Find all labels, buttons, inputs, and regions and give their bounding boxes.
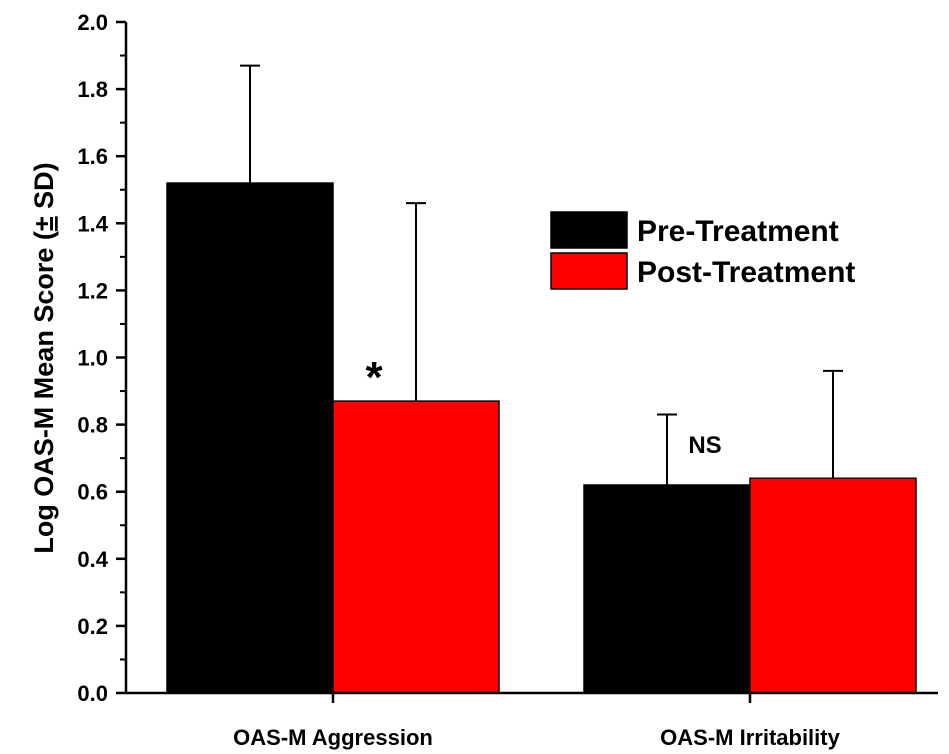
y-tick-label: 1.2	[77, 278, 108, 303]
y-tick-label: 0.4	[77, 547, 108, 572]
annotation-significance-aggression: *	[365, 353, 383, 402]
y-tick-label: 0.0	[77, 681, 108, 706]
error-bars-layer	[240, 64, 843, 485]
x-ticks-layer: OAS-M Aggression OAS-M Irritability	[233, 693, 841, 750]
annotation-ns-irritability: NS	[688, 432, 721, 459]
bar-post-treatment-0	[332, 400, 500, 694]
y-axis-label-end: SD)	[29, 162, 59, 216]
x-category-label: OAS-M Irritability	[660, 725, 840, 750]
y-axis-label-main: Log OAS-M Mean Score (	[29, 231, 59, 554]
y-tick-label: 1.0	[77, 346, 108, 371]
bars-layer	[166, 182, 917, 694]
y-tick-label: 0.2	[77, 614, 108, 639]
y-tick-label: 2.0	[77, 10, 108, 35]
y-tick-label: 1.6	[77, 144, 108, 169]
bar-pre-treatment-0	[166, 182, 334, 694]
x-category-label: OAS-M Aggression	[233, 725, 433, 750]
legend-label-post-treatment: Post-Treatment	[637, 256, 855, 289]
bar-post-treatment-1	[749, 477, 917, 694]
legend-label-pre-treatment: Pre-Treatment	[637, 215, 839, 248]
y-tick-label: 1.4	[77, 211, 108, 236]
y-tick-label: 1.8	[77, 77, 108, 102]
legend-swatch-post-treatment	[550, 252, 628, 290]
legend-swatch-pre-treatment	[550, 211, 628, 249]
y-tick-label: 0.6	[77, 480, 108, 505]
y-axis-label: Log OAS-M Mean Score (± SD)	[29, 162, 59, 553]
y-tick-label: 0.8	[77, 413, 108, 438]
y-ticks-layer: 0.0 0.2 0.4 0.6 0.8 1.0 1.2 1.4 1.6 1.8 2.0	[77, 10, 126, 706]
y-axis-label-pm: ±	[29, 216, 59, 231]
bar-pre-treatment-1	[583, 484, 751, 694]
legend: Pre-Treatment Post-Treatment	[550, 211, 855, 290]
